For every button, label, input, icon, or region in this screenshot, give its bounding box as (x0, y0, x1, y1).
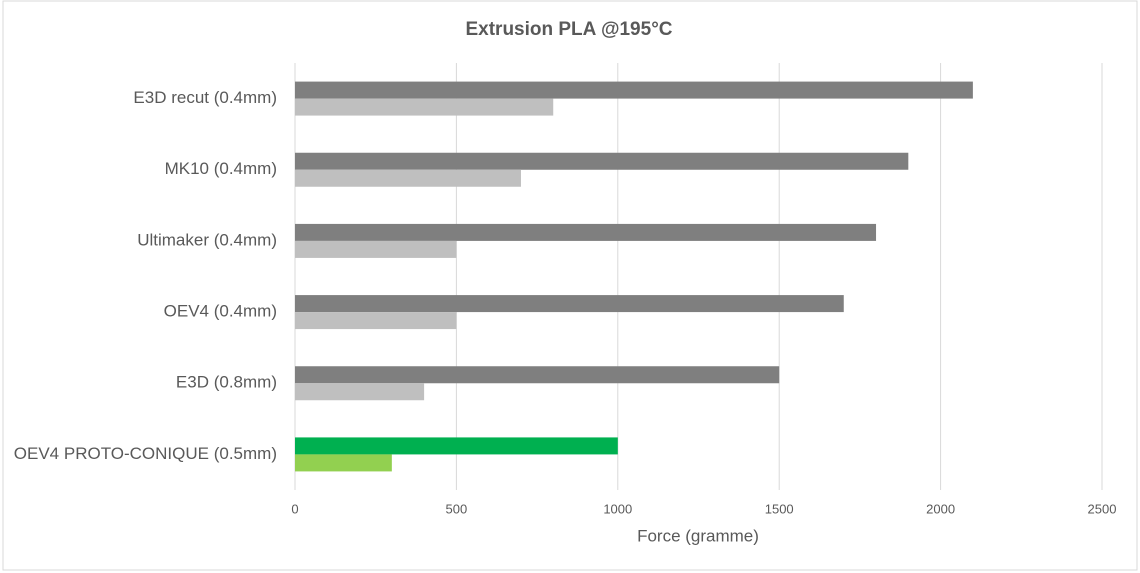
bar (295, 312, 457, 330)
bar (295, 437, 618, 455)
bar (295, 98, 554, 116)
y-tick-label: E3D (0.8mm) (176, 373, 277, 392)
x-tick-label: 0 (291, 501, 298, 516)
bar (295, 81, 973, 99)
x-axis-label: Force (gramme) (637, 526, 759, 545)
bar (295, 240, 457, 258)
x-tick-label: 1000 (603, 501, 632, 516)
y-tick-label: OEV4 (0.4mm) (164, 302, 277, 321)
x-tick-label: 2000 (926, 501, 955, 516)
bar (295, 454, 392, 472)
bar (295, 295, 844, 313)
x-tick-label: 500 (446, 501, 468, 516)
y-tick-label: Ultimaker (0.4mm) (137, 230, 277, 249)
chart-title: Extrusion PLA @195°C (465, 19, 672, 40)
bar (295, 366, 780, 384)
y-tick-label: MK10 (0.4mm) (165, 159, 277, 178)
x-tick-label: 2500 (1088, 501, 1117, 516)
x-tick-label: 1500 (765, 501, 794, 516)
bar (295, 152, 909, 170)
bar (295, 223, 877, 241)
bar (295, 383, 425, 401)
y-tick-label: OEV4 PROTO-CONIQUE (0.5mm) (14, 444, 277, 463)
y-tick-label: E3D recut (0.4mm) (133, 88, 277, 107)
bar (295, 169, 521, 187)
